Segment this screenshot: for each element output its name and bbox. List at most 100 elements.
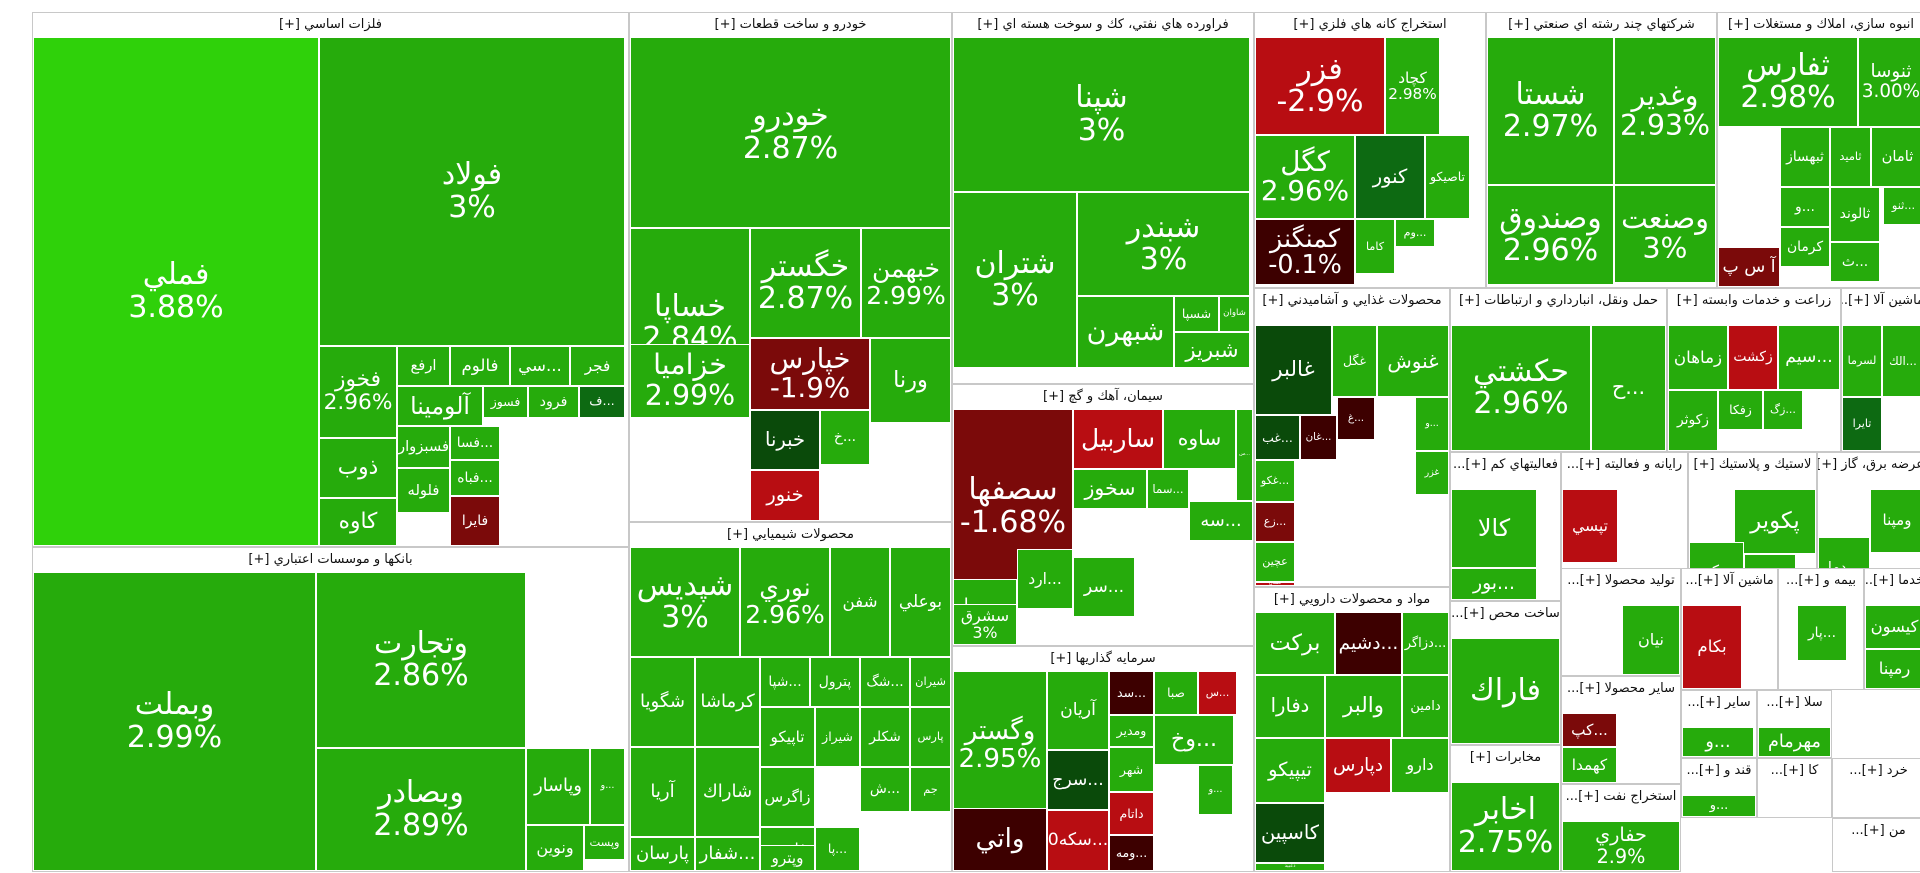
stock-tile[interactable]: ...ومه: [1109, 835, 1154, 871]
stock-tile[interactable]: فزر -2.9%: [1255, 37, 1385, 135]
sector-header[interactable]: مخابرات [+]: [1451, 746, 1560, 770]
sector-header[interactable]: عرضه برق، گاز [+]...: [1818, 453, 1920, 477]
sector-header[interactable]: خودرو و ساخت قطعات [+]: [630, 13, 951, 37]
stock-tile[interactable]: ...سد: [1109, 671, 1154, 715]
sector-header[interactable]: حمل ونقل، انبارداري و ارتباطات [+]: [1451, 289, 1666, 313]
stock-tile[interactable]: كاوه: [319, 498, 397, 546]
stock-tile[interactable]: ...شفار: [695, 837, 760, 871]
stock-tile[interactable]: ثبهساز: [1780, 127, 1830, 187]
sector-header[interactable]: ساير محصولا [+]...: [1562, 677, 1680, 701]
sector-header[interactable]: توليد محصولا [+]...: [1562, 569, 1680, 593]
stock-tile[interactable]: فخوز 2.96%: [319, 346, 397, 438]
stock-tile[interactable]: شكلر: [860, 707, 910, 767]
stock-tile[interactable]: شيران: [910, 657, 951, 707]
stock-tile[interactable]: خنور: [750, 470, 820, 521]
sector-header[interactable]: لاستيك و پلاستيك [+]: [1689, 453, 1816, 477]
stock-tile[interactable]: نيان: [1622, 605, 1680, 675]
stock-tile[interactable]: ...ف: [579, 386, 625, 418]
stock-tile[interactable]: خبهمن 2.99%: [861, 228, 951, 338]
stock-tile[interactable]: ...غب: [1255, 415, 1300, 460]
stock-tile[interactable]: غگل: [1332, 325, 1377, 397]
sector-header[interactable]: استخراج كانه هاي فلزي [+]: [1255, 13, 1485, 37]
stock-tile[interactable]: بوعلي: [890, 547, 951, 657]
stock-tile[interactable]: ...و: [590, 748, 625, 825]
stock-tile[interactable]: فسبزوار: [397, 426, 450, 468]
sector-header[interactable]: ماشين آلا [+]...: [1682, 569, 1777, 593]
stock-tile[interactable]: كيسون: [1865, 605, 1920, 649]
stock-tile[interactable]: ...بور: [1451, 568, 1537, 600]
stock-tile[interactable]: كالا: [1451, 489, 1537, 568]
stock-tile[interactable]: اخابر 2.75%: [1451, 782, 1560, 871]
sector-header[interactable]: ساخت محص [+]...: [1451, 602, 1560, 626]
stock-tile[interactable]: فالوم: [450, 346, 510, 386]
sector-header[interactable]: ماشين آلا [+]...: [1842, 289, 1920, 313]
sector-header[interactable]: قند و [+]...: [1682, 759, 1756, 783]
stock-tile[interactable]: ...ارد: [1017, 549, 1073, 609]
stock-tile[interactable]: صبا: [1154, 671, 1198, 715]
stock-tile[interactable]: حكشتي 2.96%: [1451, 325, 1591, 451]
stock-tile[interactable]: كاما: [1355, 219, 1395, 274]
stock-tile[interactable]: ونوين: [526, 825, 584, 871]
sector-header[interactable]: محصولات شيميايي [+]: [630, 523, 951, 547]
stock-tile[interactable]: خودرو 2.87%: [630, 37, 951, 228]
stock-tile[interactable]: كمنگنز -0.1%: [1255, 219, 1355, 285]
stock-tile[interactable]: آ س پ: [1718, 247, 1780, 287]
stock-tile[interactable]: دفارا: [1255, 675, 1325, 738]
stock-tile[interactable]: بكام: [1682, 605, 1742, 689]
stock-tile[interactable]: ساوه: [1163, 409, 1236, 469]
stock-tile[interactable]: سصفها -1.68%: [953, 409, 1073, 604]
stock-tile[interactable]: ...زگ: [1763, 390, 1803, 430]
sector-header[interactable]: كا [+]...: [1758, 759, 1831, 783]
stock-tile[interactable]: غالبر: [1255, 325, 1332, 415]
stock-tile[interactable]: ...وم: [1395, 219, 1435, 247]
stock-tile[interactable]: دامين: [1402, 675, 1449, 738]
stock-tile[interactable]: شاوان: [1219, 296, 1250, 332]
stock-tile[interactable]: ...سكه0: [1047, 810, 1109, 871]
stock-tile[interactable]: شبهرن: [1077, 296, 1174, 368]
stock-tile[interactable]: فملي 3.88%: [33, 37, 319, 546]
stock-tile[interactable]: ...غان: [1300, 415, 1337, 460]
stock-tile[interactable]: زماهان: [1668, 325, 1728, 390]
sector-header[interactable]: من [+]...: [1833, 819, 1920, 843]
stock-tile[interactable]: والبر: [1325, 675, 1402, 738]
sector-header[interactable]: بيمه و [+]...: [1779, 569, 1863, 593]
stock-tile[interactable]: ...و: [1780, 187, 1830, 227]
stock-tile[interactable]: آلومينا: [397, 386, 483, 426]
sector-header[interactable]: شركتهاي چند رشته اي صنعتي [+]: [1487, 13, 1716, 37]
stock-tile[interactable]: وغدير 2.93%: [1614, 37, 1716, 185]
stock-tile[interactable]: ...سي: [510, 346, 570, 386]
stock-tile[interactable]: ثفارس 2.98%: [1718, 37, 1858, 127]
stock-tile[interactable]: تپسي: [1562, 489, 1618, 563]
stock-tile[interactable]: ...دشيم: [1335, 612, 1402, 675]
stock-tile[interactable]: مهرمام: [1758, 727, 1831, 757]
sector-header[interactable]: بانكها و موسسات اعتباري [+]: [33, 548, 628, 572]
stock-tile[interactable]: شتران 3%: [953, 192, 1077, 368]
stock-tile[interactable]: فجر: [570, 346, 625, 386]
stock-tile[interactable]: جم: [910, 767, 951, 812]
stock-tile[interactable]: پترول: [810, 657, 860, 707]
stock-tile[interactable]: ...وخ: [1154, 715, 1234, 765]
stock-tile[interactable]: ثالوند: [1830, 187, 1880, 242]
stock-tile[interactable]: تيپيكو: [1255, 738, 1325, 803]
stock-tile[interactable]: ...ح: [1591, 325, 1666, 451]
stock-tile[interactable]: تاپيكو: [760, 707, 815, 767]
stock-tile[interactable]: وبصادر 2.89%: [316, 748, 526, 871]
sector-header[interactable]: انبوه سازي، املاك و مستغلات [+]: [1718, 13, 1920, 37]
stock-tile[interactable]: خزاميا 2.99%: [630, 344, 750, 418]
sector-header[interactable]: محصولات غذايي و آشاميدني [+]: [1255, 289, 1449, 313]
stock-tile[interactable]: ...سرج: [1047, 750, 1109, 810]
stock-tile[interactable]: ...ثنو: [1883, 187, 1920, 225]
stock-tile[interactable]: پكوير: [1734, 489, 1816, 554]
stock-tile[interactable]: ...غكو: [1255, 460, 1295, 502]
stock-tile[interactable]: حفاري 2.9%: [1562, 821, 1680, 871]
stock-tile[interactable]: تاصيكو: [1425, 135, 1470, 219]
stock-tile[interactable]: شبريز: [1174, 332, 1250, 368]
stock-tile[interactable]: زكوثر: [1668, 390, 1718, 451]
stock-tile[interactable]: فولاد 3%: [319, 37, 625, 346]
sector-header[interactable]: زراعت و خدمات وابسته [+]: [1668, 289, 1840, 313]
stock-tile[interactable]: ثاميد: [1830, 127, 1871, 187]
sector-header[interactable]: سيمان، آهك و گچ [+]: [953, 385, 1253, 409]
stock-tile[interactable]: عچين: [1255, 542, 1295, 582]
stock-tile[interactable]: بركت: [1255, 612, 1335, 675]
stock-tile[interactable]: ورنا: [870, 338, 951, 423]
